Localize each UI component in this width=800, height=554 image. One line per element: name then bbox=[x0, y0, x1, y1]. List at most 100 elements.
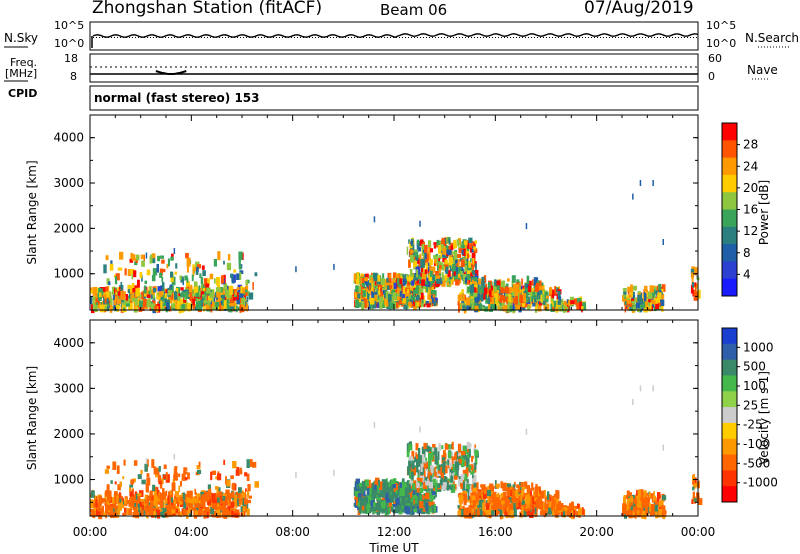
echo-cell bbox=[228, 492, 233, 498]
echo-cell bbox=[402, 278, 406, 286]
echo-cell bbox=[462, 452, 467, 461]
echo-cell bbox=[478, 305, 480, 313]
echo-cell bbox=[203, 510, 206, 519]
echo-cell bbox=[231, 491, 235, 498]
echo-cell bbox=[563, 304, 565, 313]
echo-cell bbox=[697, 492, 700, 499]
echo-cell bbox=[201, 298, 204, 303]
echo-cell bbox=[417, 258, 420, 264]
echo-cell bbox=[389, 274, 392, 279]
echo-cell bbox=[194, 497, 197, 504]
echo-cell bbox=[184, 275, 188, 281]
echo-cell bbox=[431, 501, 435, 506]
echo-cell bbox=[247, 499, 251, 504]
echo-cell bbox=[186, 277, 189, 283]
echo-cell bbox=[583, 509, 586, 517]
echo-cell bbox=[516, 484, 519, 488]
echo-cell bbox=[230, 273, 234, 279]
echo-cell bbox=[501, 500, 505, 505]
echo-cell bbox=[566, 510, 571, 517]
echo-cell bbox=[523, 481, 528, 489]
colorbar-swatch bbox=[722, 407, 737, 424]
echo-cell bbox=[235, 469, 240, 476]
echo-cell bbox=[474, 444, 477, 448]
echo-cell bbox=[485, 283, 488, 290]
echo-cell bbox=[424, 498, 427, 505]
echo-cell bbox=[424, 250, 427, 260]
echo-cell bbox=[133, 500, 137, 504]
echo-cell bbox=[556, 299, 559, 308]
echo-cell bbox=[473, 246, 476, 251]
echo-cell bbox=[408, 301, 412, 307]
echo-cell bbox=[156, 303, 161, 313]
echo-cell bbox=[425, 492, 430, 500]
echo-cell bbox=[165, 490, 168, 497]
echo-cell bbox=[481, 285, 484, 293]
echo-cell bbox=[438, 258, 441, 262]
echo-cell bbox=[467, 508, 471, 513]
x-tick-label: 20:00 bbox=[579, 525, 614, 539]
echo-cell bbox=[234, 290, 237, 296]
echo-cell bbox=[418, 276, 423, 284]
echo-cell bbox=[155, 467, 158, 476]
echo-cell bbox=[359, 303, 363, 307]
echo-cell bbox=[454, 260, 456, 267]
echo-cell bbox=[426, 303, 431, 308]
echo-cell bbox=[501, 303, 506, 307]
echo-cell bbox=[471, 457, 473, 463]
echo-cell bbox=[430, 295, 433, 299]
echo-cell bbox=[104, 490, 109, 497]
echo-cell bbox=[360, 277, 362, 285]
echo-cell bbox=[384, 479, 387, 486]
echo-cell bbox=[538, 495, 541, 501]
echo-cell bbox=[576, 302, 581, 310]
echo-cell bbox=[141, 510, 144, 516]
echo-cell bbox=[531, 502, 535, 508]
echo-cell bbox=[92, 287, 97, 296]
echo-cell bbox=[99, 292, 102, 298]
echo-cell bbox=[128, 305, 133, 310]
echo-cell bbox=[451, 456, 456, 464]
echo-cell bbox=[188, 501, 192, 508]
echo-cell bbox=[453, 272, 458, 280]
echo-cell bbox=[165, 506, 169, 513]
echo-cell bbox=[95, 508, 99, 516]
echo-cell bbox=[435, 468, 438, 472]
echo-cell bbox=[641, 494, 646, 503]
echo-cell bbox=[631, 295, 636, 302]
echo-cell bbox=[411, 286, 414, 292]
echo-cell bbox=[472, 469, 475, 474]
echo-cell bbox=[499, 298, 503, 303]
echo-cell bbox=[540, 494, 543, 503]
echo-cell bbox=[393, 504, 396, 508]
echo-cell bbox=[491, 485, 494, 491]
echo-cell bbox=[237, 498, 239, 506]
echo-cell bbox=[109, 263, 114, 271]
echo-cell bbox=[373, 484, 377, 490]
echo-cell bbox=[458, 266, 463, 271]
echo-cell bbox=[170, 271, 174, 278]
echo-cell bbox=[477, 290, 479, 295]
echo-cell bbox=[222, 298, 225, 307]
echo-cell bbox=[134, 491, 137, 496]
echo-cell bbox=[200, 302, 203, 308]
echo-cell bbox=[193, 266, 197, 272]
colorbar-tick-label: 16 bbox=[743, 203, 758, 217]
echo-cell bbox=[473, 241, 476, 247]
echo-cell bbox=[652, 385, 654, 392]
echo-cell bbox=[420, 299, 423, 307]
echo-cell bbox=[207, 511, 211, 517]
echo-cell bbox=[123, 307, 126, 311]
echo-cell bbox=[168, 501, 172, 509]
echo-cell bbox=[424, 269, 428, 274]
echo-cell bbox=[459, 303, 461, 308]
echo-cell bbox=[395, 286, 400, 296]
echo-cell bbox=[509, 287, 513, 293]
freq-dip-line bbox=[155, 70, 187, 75]
echo-cell bbox=[420, 272, 423, 277]
echo-cell bbox=[441, 263, 444, 271]
echo-cell bbox=[231, 277, 235, 284]
echo-cell bbox=[176, 508, 179, 513]
echo-cell bbox=[127, 284, 132, 293]
echo-cell bbox=[431, 453, 434, 461]
